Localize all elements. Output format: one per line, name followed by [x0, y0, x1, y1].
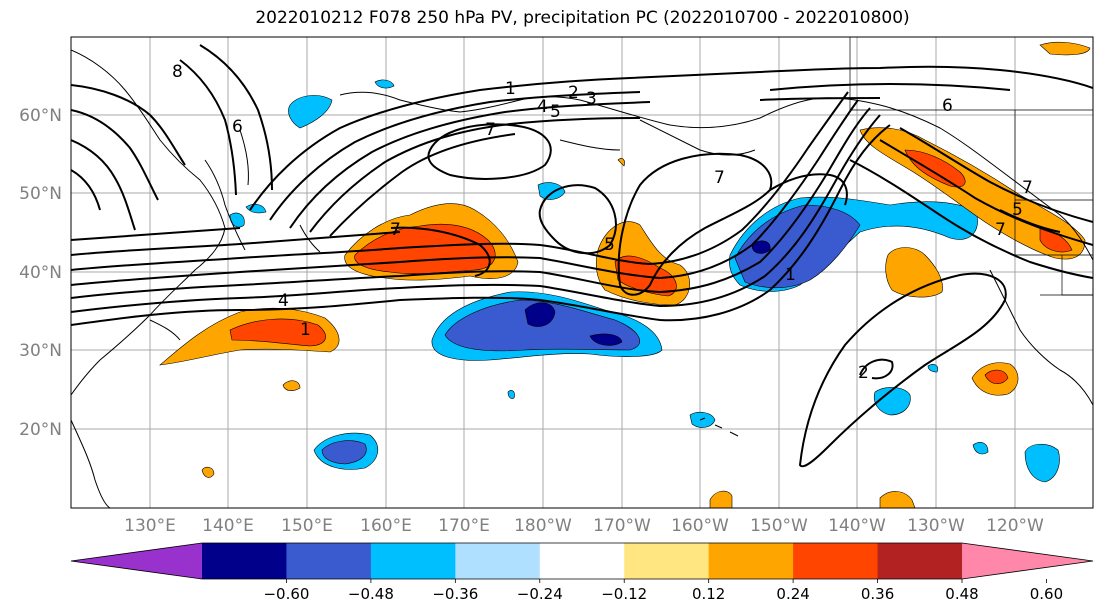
lon-label: 150°E: [281, 516, 333, 536]
colorbar-segment: [877, 543, 963, 579]
lon-label: 150°W: [750, 516, 808, 536]
lat-label: 50°N: [19, 184, 62, 204]
contour-label: 7: [390, 220, 401, 240]
contour-label: 7: [714, 168, 725, 188]
colorbar-segment: [286, 543, 372, 579]
longitude-labels: 130°E 140°E 150°E 160°E 170°E 180°W 170°…: [124, 516, 1044, 536]
contour-label: 2: [568, 83, 579, 103]
lon-label: 180°W: [514, 516, 572, 536]
map-title: 2022010212 F078 250 hPa PV, precipitatio…: [255, 8, 910, 28]
colorbar-segment: [202, 543, 287, 579]
lon-label: 160°E: [360, 516, 412, 536]
colorbar-tick-label: 0.36: [861, 585, 894, 601]
contour-label: 5: [1012, 200, 1023, 220]
colorbar-segment: [793, 543, 879, 579]
lat-label: 30°N: [19, 341, 62, 361]
contour-label: 7: [995, 220, 1006, 240]
lat-label: 40°N: [19, 263, 62, 283]
colorbar-tick-label: −0.60: [263, 585, 309, 601]
latitude-labels: 60°N 50°N 40°N 30°N 20°N: [19, 106, 62, 440]
lat-label: 60°N: [19, 106, 62, 126]
colorbar-outline: [70, 542, 1094, 580]
lon-label: 120°W: [986, 516, 1044, 536]
colorbar-extension-high: [962, 543, 1093, 579]
lon-label: 170°W: [593, 516, 651, 536]
colorbar-segment: [370, 543, 456, 579]
contour-label: 6: [232, 117, 243, 137]
contour-label: 4: [278, 291, 289, 311]
colorbar: −0.60 −0.48 −0.36 −0.24 −0.12 0.12 0.24 0.36 0.4…: [70, 542, 1094, 601]
lon-label: 160°W: [671, 516, 729, 536]
contour-labels: 8 6 1 2 3 4 5 7 7 7 5 6 7 1 4 1 7 5 2: [172, 62, 1033, 383]
lon-label: 140°E: [202, 516, 254, 536]
colorbar-tick-label: 0.24: [776, 585, 809, 601]
colorbar-tick-label: 0.48: [945, 585, 978, 601]
pv-contours: [71, 44, 1093, 468]
contour-label: 7: [485, 120, 496, 140]
contour-label: 3: [586, 89, 597, 109]
contour-label: 1: [300, 320, 311, 340]
contour-label: 1: [785, 265, 796, 285]
colorbar-segment: [455, 543, 541, 579]
colorbar-tick-label: 0.12: [692, 585, 725, 601]
contour-label: 5: [550, 102, 561, 122]
contour-label: 1: [505, 79, 516, 99]
contour-label: 5: [604, 235, 615, 255]
colorbar-segment: [624, 543, 710, 579]
colorbar-segment: [708, 543, 794, 579]
colorbar-extension-low: [71, 543, 202, 579]
colorbar-tick-label: −0.24: [517, 585, 563, 601]
contour-label: 6: [942, 96, 953, 116]
colorbar-tick-label: −0.48: [348, 585, 394, 601]
lon-label: 130°W: [907, 516, 965, 536]
map-frame: [70, 36, 1094, 509]
contour-label: 8: [172, 62, 183, 82]
colorbar-tick-label: 0.60: [1030, 585, 1063, 601]
lon-label: 130°E: [124, 516, 176, 536]
contour-label: 7: [1022, 178, 1033, 198]
colorbar-tick-label: −0.36: [432, 585, 478, 601]
lon-label: 170°E: [438, 516, 490, 536]
contour-label: 2: [858, 363, 869, 383]
contour-label: 4: [537, 97, 548, 117]
colorbar-segment: [539, 543, 625, 579]
lon-label: 140°W: [828, 516, 886, 536]
colorbar-tick-label: −0.12: [601, 585, 647, 601]
lat-label: 20°N: [19, 420, 62, 440]
